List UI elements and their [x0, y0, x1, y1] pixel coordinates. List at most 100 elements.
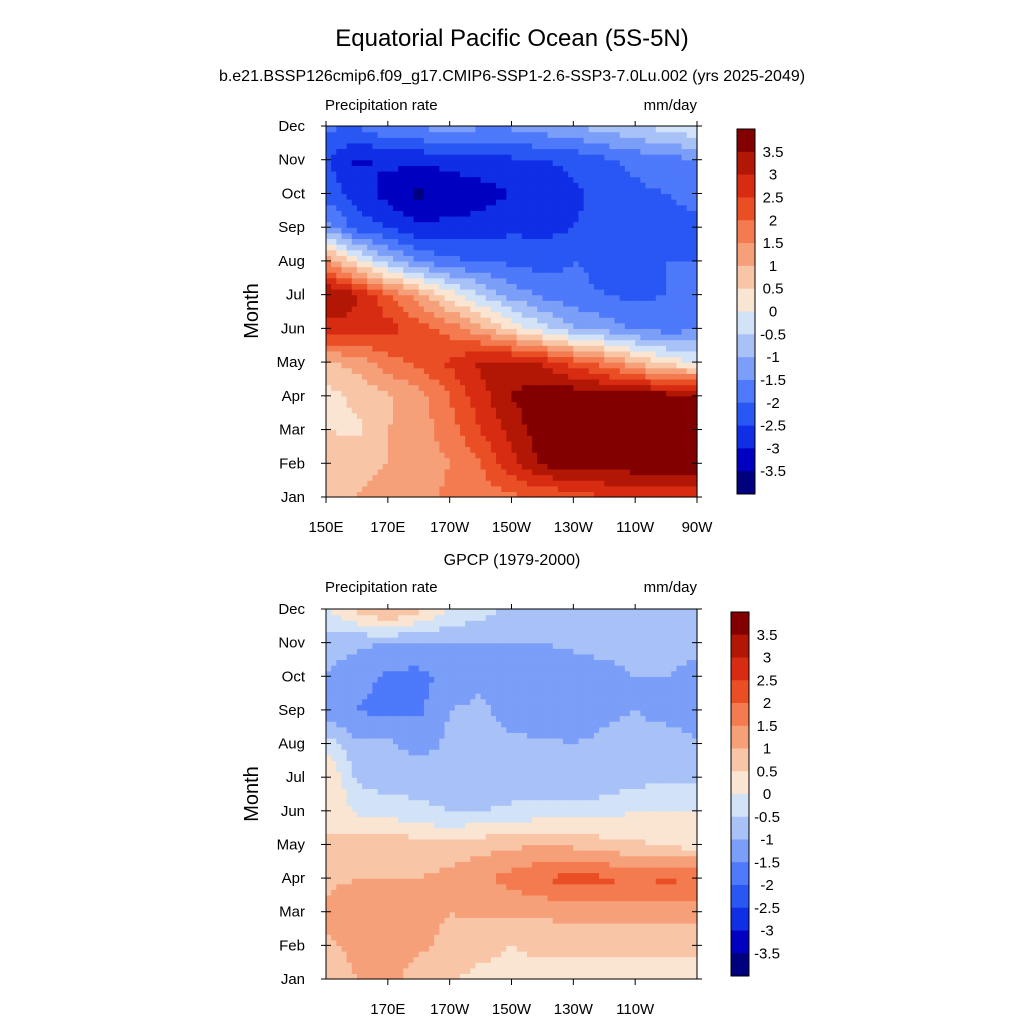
heatmap-cell — [413, 373, 420, 380]
heatmap-cell — [645, 468, 652, 476]
heatmap-cell — [593, 474, 600, 481]
heatmap-cell — [367, 378, 373, 386]
heatmap-cell — [676, 300, 683, 307]
heatmap-cell — [516, 418, 523, 425]
heatmap-cell — [465, 244, 471, 251]
heatmap-cell — [588, 418, 595, 425]
heatmap-cell — [480, 339, 487, 346]
heatmap-cell — [599, 967, 605, 974]
heatmap-cell — [676, 356, 683, 363]
heatmap-cell — [583, 395, 590, 403]
heatmap-cell — [403, 333, 410, 341]
heatmap-cell — [557, 142, 564, 150]
heatmap-cell — [676, 148, 683, 155]
heatmap-cell — [501, 367, 507, 374]
heatmap-cell — [666, 373, 672, 380]
heatmap-cell — [387, 311, 394, 318]
heatmap-cell — [671, 390, 677, 397]
heatmap-cell — [480, 272, 487, 279]
heatmap-cell — [547, 418, 554, 425]
heatmap-cell — [331, 170, 337, 178]
heatmap-cell — [496, 148, 502, 155]
heatmap-cell — [367, 468, 373, 476]
heatmap-cell — [532, 440, 538, 448]
heatmap-cells — [326, 609, 698, 980]
heatmap-cell — [382, 221, 389, 228]
heatmap-cell — [346, 244, 353, 251]
heatmap-cell — [408, 272, 415, 279]
heatmap-cell — [372, 423, 379, 431]
heatmap-cell — [588, 362, 595, 369]
heatmap-cell — [346, 277, 353, 284]
heatmap-cell — [583, 193, 590, 200]
heatmap-cell — [403, 322, 410, 329]
heatmap-cell — [614, 204, 621, 211]
heatmap-cell — [392, 423, 399, 431]
heatmap-cell — [506, 187, 513, 195]
heatmap-cell — [444, 491, 451, 498]
heatmap-cell — [588, 373, 595, 380]
heatmap-cell — [387, 390, 394, 397]
heatmap-cell — [351, 362, 358, 369]
heatmap-cell — [423, 367, 430, 374]
heatmap-cell — [557, 272, 564, 279]
heatmap-cell — [506, 480, 513, 487]
heatmap-cell — [459, 221, 466, 228]
heatmap-cell — [398, 401, 404, 408]
heatmap-cell — [341, 418, 348, 425]
heatmap-cell — [511, 491, 518, 498]
heatmap-cell — [532, 255, 538, 262]
heatmap-cell — [346, 227, 353, 234]
heatmap-cell — [619, 289, 626, 296]
heatmap-cell — [568, 440, 574, 448]
heatmap-cell — [341, 305, 348, 313]
heatmap-cell — [480, 395, 487, 403]
heatmap-cell — [599, 170, 605, 178]
heatmap-cell — [485, 322, 492, 329]
heatmap-cell — [418, 401, 425, 408]
heatmap-cell — [609, 170, 616, 178]
heatmap-cell — [356, 485, 363, 492]
heatmap-cell — [398, 210, 404, 217]
heatmap-cell — [506, 339, 513, 346]
heatmap-cell — [526, 373, 533, 380]
heatmap-cell — [526, 333, 533, 341]
heatmap-cell — [660, 384, 667, 391]
heatmap-cell — [392, 170, 399, 178]
heatmap-cell — [423, 333, 430, 341]
heatmap-cell — [496, 491, 502, 498]
heatmap-cell — [459, 182, 466, 189]
heatmap-cell — [583, 182, 590, 189]
heatmap-cell — [336, 384, 343, 391]
heatmap-cell — [599, 148, 605, 155]
heatmap-cell — [465, 137, 471, 144]
heatmap-cell — [619, 159, 626, 166]
heatmap-cell — [676, 328, 683, 335]
heatmap-cell — [614, 289, 621, 296]
heatmap-cell — [403, 142, 410, 150]
heatmap-cell — [501, 395, 507, 403]
heatmap-cell — [614, 973, 621, 980]
heatmap-cell — [501, 277, 507, 284]
heatmap-cell — [459, 463, 466, 470]
heatmap-cell — [418, 480, 425, 487]
heatmap-cell — [542, 154, 549, 161]
heatmap-cell — [429, 283, 435, 290]
heatmap-cell — [655, 148, 662, 155]
heatmap-cell — [655, 305, 662, 313]
heatmap-cell — [418, 249, 425, 256]
heatmap-cell — [671, 322, 677, 329]
heatmap-cell — [506, 260, 513, 268]
heatmap-cell — [630, 485, 636, 492]
heatmap-cell — [485, 378, 492, 386]
heatmap-cell — [588, 407, 595, 414]
heatmap-cell — [398, 159, 404, 166]
heatmap-cell — [362, 182, 368, 189]
heatmap-cell — [454, 373, 461, 380]
heatmap-cell — [640, 373, 647, 380]
heatmap-cell — [444, 204, 451, 211]
heatmap-cell — [351, 148, 358, 155]
heatmap-cell — [490, 159, 497, 166]
heatmap-cell — [480, 238, 487, 245]
heatmap-cell — [444, 440, 451, 448]
